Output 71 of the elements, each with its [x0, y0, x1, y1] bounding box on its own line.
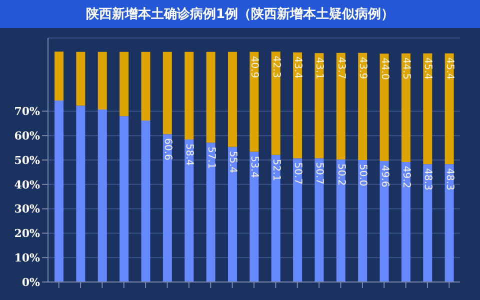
y-tick-label: 60% [14, 130, 41, 143]
bar [401, 53, 410, 162]
y-tick-label: 30% [14, 202, 41, 216]
bar [271, 52, 280, 155]
data-label: 43.1 [314, 57, 325, 80]
bar [98, 109, 107, 282]
y-tick-label: 10% [14, 252, 41, 265]
bar [228, 52, 237, 147]
data-label: 60.6 [162, 138, 173, 160]
bar [293, 158, 302, 282]
bar [162, 134, 172, 282]
bar [206, 52, 216, 143]
bar [314, 53, 324, 158]
bar [380, 54, 389, 161]
y-tick-label: 50% [14, 154, 41, 167]
data-label: 53.4 [248, 156, 260, 178]
bar [444, 164, 454, 282]
data-label: 57.1 [205, 146, 216, 169]
y-tick-label: 0% [22, 276, 41, 289]
bar [336, 160, 346, 282]
bar [250, 152, 259, 282]
data-label: 48.3 [444, 168, 455, 190]
bar [76, 52, 86, 106]
bar [358, 52, 368, 160]
y-tick-label: 20% [14, 227, 41, 240]
data-label: 50.0 [357, 164, 368, 186]
bar [98, 52, 107, 110]
data-label: 49.2 [400, 166, 412, 188]
data-label: 52.1 [270, 158, 282, 182]
bar [336, 52, 346, 160]
data-label: 44.5 [400, 57, 412, 80]
bar [54, 100, 64, 282]
bar [120, 116, 129, 282]
data-label: 44.0 [378, 58, 390, 80]
y-tick-label: 70% [14, 105, 41, 118]
bar [423, 53, 432, 164]
bar [184, 140, 194, 282]
bar [250, 52, 259, 152]
bar [228, 146, 237, 282]
data-label: 43.9 [357, 56, 368, 80]
bar [444, 53, 454, 164]
bar [76, 106, 86, 282]
data-label: 58.4 [184, 144, 195, 166]
y-tick-label: 40% [14, 178, 41, 192]
data-label: 43.7 [335, 56, 346, 80]
bar [141, 120, 150, 282]
bar [141, 52, 150, 120]
data-label: 50.7 [292, 162, 304, 185]
bar [314, 158, 324, 282]
data-label: 55.4 [226, 150, 238, 174]
bar [184, 52, 194, 140]
bar [120, 52, 129, 116]
bar [423, 164, 432, 282]
data-label: 45.4 [444, 57, 455, 80]
data-label: 49.6 [378, 164, 390, 188]
data-label: 40.9 [248, 56, 260, 78]
bar [380, 160, 389, 282]
bar [401, 162, 410, 282]
bar [358, 160, 368, 282]
data-label: 45.4 [422, 57, 434, 80]
bar [54, 52, 64, 100]
bar [293, 52, 302, 158]
data-label: 42.3 [270, 56, 282, 78]
bar [271, 154, 280, 282]
data-label: 50.7 [314, 162, 325, 185]
bar [206, 142, 216, 282]
data-label: 48.3 [422, 168, 434, 190]
bar [162, 52, 172, 134]
data-label: 43.4 [292, 56, 304, 79]
data-label: 50.2 [335, 164, 346, 186]
chart-title: 陕西新增本土确诊病例1例（陕西新增本土疑似病例） [0, 0, 480, 28]
